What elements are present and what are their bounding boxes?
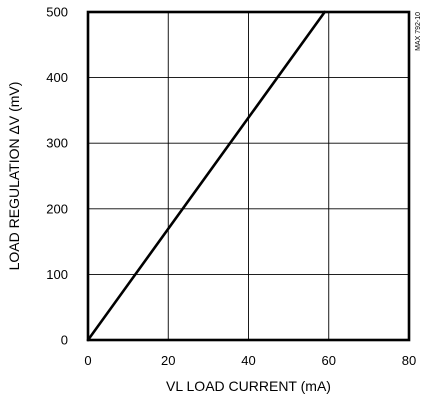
y-tick-label: 200 (46, 201, 68, 216)
y-tick-label: 100 (46, 267, 68, 282)
series-line (86, 10, 327, 342)
x-tick-label: 40 (241, 353, 255, 368)
x-tick-labels: 0 20 40 60 80 (84, 353, 416, 368)
y-tick-label: 300 (46, 136, 68, 151)
figure-code-label: MAX 792-10 (415, 12, 422, 51)
y-axis-title: LOAD REGULATION ΔV (mV) (6, 82, 22, 271)
y-tick-label: 0 (61, 333, 68, 348)
x-tick-label: 0 (84, 353, 91, 368)
plot-frame (86, 10, 411, 342)
x-tick-label: 20 (161, 353, 175, 368)
y-tick-label: 500 (46, 5, 68, 20)
series-lines (86, 10, 327, 342)
y-tick-label: 400 (46, 70, 68, 85)
x-tick-label: 60 (322, 353, 336, 368)
grid-lines (88, 12, 409, 340)
x-tick-label: 80 (402, 353, 416, 368)
y-tick-labels: 0 100 200 300 400 500 (46, 5, 68, 348)
x-axis-title: VL LOAD CURRENT (mA) (166, 378, 331, 394)
